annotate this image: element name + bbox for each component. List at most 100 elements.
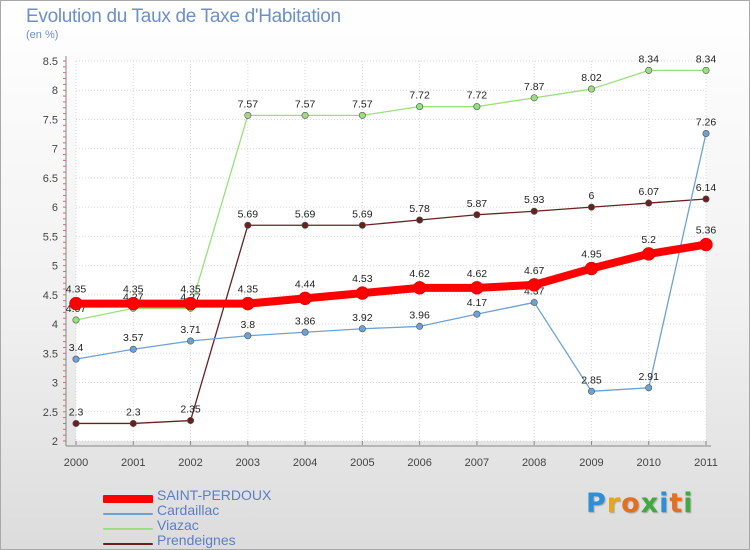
data-label: 7.72 (467, 90, 488, 102)
data-point (473, 310, 481, 318)
data-label: 3.4 (69, 342, 84, 354)
data-label: 3.96 (409, 309, 430, 321)
data-point (641, 247, 656, 261)
data-label: 2.85 (581, 374, 602, 386)
data-point (416, 216, 424, 224)
data-point (645, 199, 653, 207)
x-tick-label: 2004 (293, 457, 317, 469)
y-tick-label: 2.5 (43, 407, 58, 419)
y-tick-label: 7.5 (43, 114, 58, 126)
data-point (470, 281, 484, 295)
data-point (298, 291, 312, 306)
data-point (358, 111, 366, 119)
data-label: 5.2 (641, 234, 656, 246)
data-label: 7.87 (524, 81, 545, 93)
data-label: 7.57 (238, 98, 259, 110)
data-point (358, 325, 366, 333)
x-tick-label: 2001 (121, 457, 145, 469)
x-tick-label: 2009 (579, 457, 603, 469)
legend-label: Viazac (157, 517, 199, 533)
chart-subtitle: (en %) (26, 29, 59, 41)
data-label: 4.62 (409, 268, 430, 280)
data-label: 2.3 (69, 406, 84, 418)
y-tick-label: 8 (52, 85, 58, 97)
chart-title: Evolution du Taux de Taxe d'Habitation (26, 6, 341, 27)
data-label: 4.62 (467, 268, 488, 280)
data-point (187, 417, 195, 425)
data-point (69, 296, 83, 311)
x-tick-label: 2007 (465, 457, 489, 469)
series-line (75, 69, 707, 321)
data-point (355, 286, 370, 300)
data-point (584, 261, 599, 276)
legend-swatch (103, 513, 153, 515)
data-label: 8.34 (639, 53, 660, 65)
data-point (244, 111, 252, 119)
logo-letter: o (621, 488, 641, 519)
data-label: 5.36 (696, 225, 717, 237)
y-tick-label: 4.5 (43, 290, 58, 302)
data-point (129, 345, 137, 353)
legend-swatch (103, 543, 153, 545)
data-label: 3.92 (352, 312, 373, 324)
data-label: 3.86 (295, 315, 316, 327)
y-tick-label: 5.5 (43, 231, 58, 243)
data-label: 8.02 (581, 72, 602, 84)
x-tick-label: 2008 (522, 457, 546, 469)
data-label: 7.26 (696, 116, 717, 128)
data-label: 4.35 (180, 284, 201, 296)
data-point (244, 221, 252, 229)
data-label: 3.57 (123, 332, 144, 344)
data-point (241, 296, 255, 311)
data-point (72, 419, 80, 427)
data-label: 7.57 (295, 98, 316, 110)
data-label: 4.67 (524, 265, 545, 277)
data-point (358, 221, 366, 229)
data-label: 5.69 (352, 208, 373, 220)
y-tick-label: 5 (52, 261, 58, 273)
data-point (587, 203, 595, 211)
data-label: 4.95 (581, 249, 602, 261)
legend-label: Cardaillac (157, 502, 220, 518)
y-tick-label: 7 (52, 144, 58, 156)
data-point (645, 384, 653, 392)
data-label: 5.69 (295, 208, 316, 220)
logo-letter: P (586, 488, 607, 519)
data-label: 7.57 (352, 98, 373, 110)
data-label: 6 (589, 190, 595, 202)
data-label: 8.34 (696, 53, 717, 65)
x-tick-label: 2011 (694, 457, 718, 469)
logo-letter: t (669, 488, 684, 519)
y-tick-label: 6.5 (43, 173, 58, 185)
y-tick-label: 3 (52, 378, 58, 390)
legend-swatch (103, 495, 153, 503)
y-tick-label: 2 (52, 436, 58, 448)
data-label: 4.53 (352, 273, 373, 285)
data-label: 5.78 (409, 203, 430, 215)
data-point (645, 66, 653, 74)
x-tick-label: 2010 (636, 457, 660, 469)
data-point (702, 195, 710, 203)
data-point (702, 66, 710, 74)
plot-area (76, 61, 706, 441)
data-point (126, 296, 141, 311)
proxiti-logo: Proxiti (586, 488, 694, 519)
data-point (699, 237, 713, 252)
data-point (301, 328, 309, 336)
data-label: 5.69 (238, 208, 259, 220)
data-point (702, 129, 710, 137)
x-tick-label: 2002 (178, 457, 202, 469)
data-label: 6.07 (639, 186, 660, 198)
data-point (72, 316, 80, 324)
logo-letter: i (659, 488, 670, 519)
data-point (587, 387, 595, 395)
data-label: 6.14 (696, 182, 717, 194)
data-label: 2.91 (639, 371, 660, 383)
data-label: 5.87 (467, 198, 488, 210)
data-label: 4.17 (467, 297, 488, 309)
series-line (72, 240, 710, 308)
data-point (416, 322, 424, 330)
y-tick-label: 4 (52, 319, 58, 331)
data-point (530, 298, 538, 306)
